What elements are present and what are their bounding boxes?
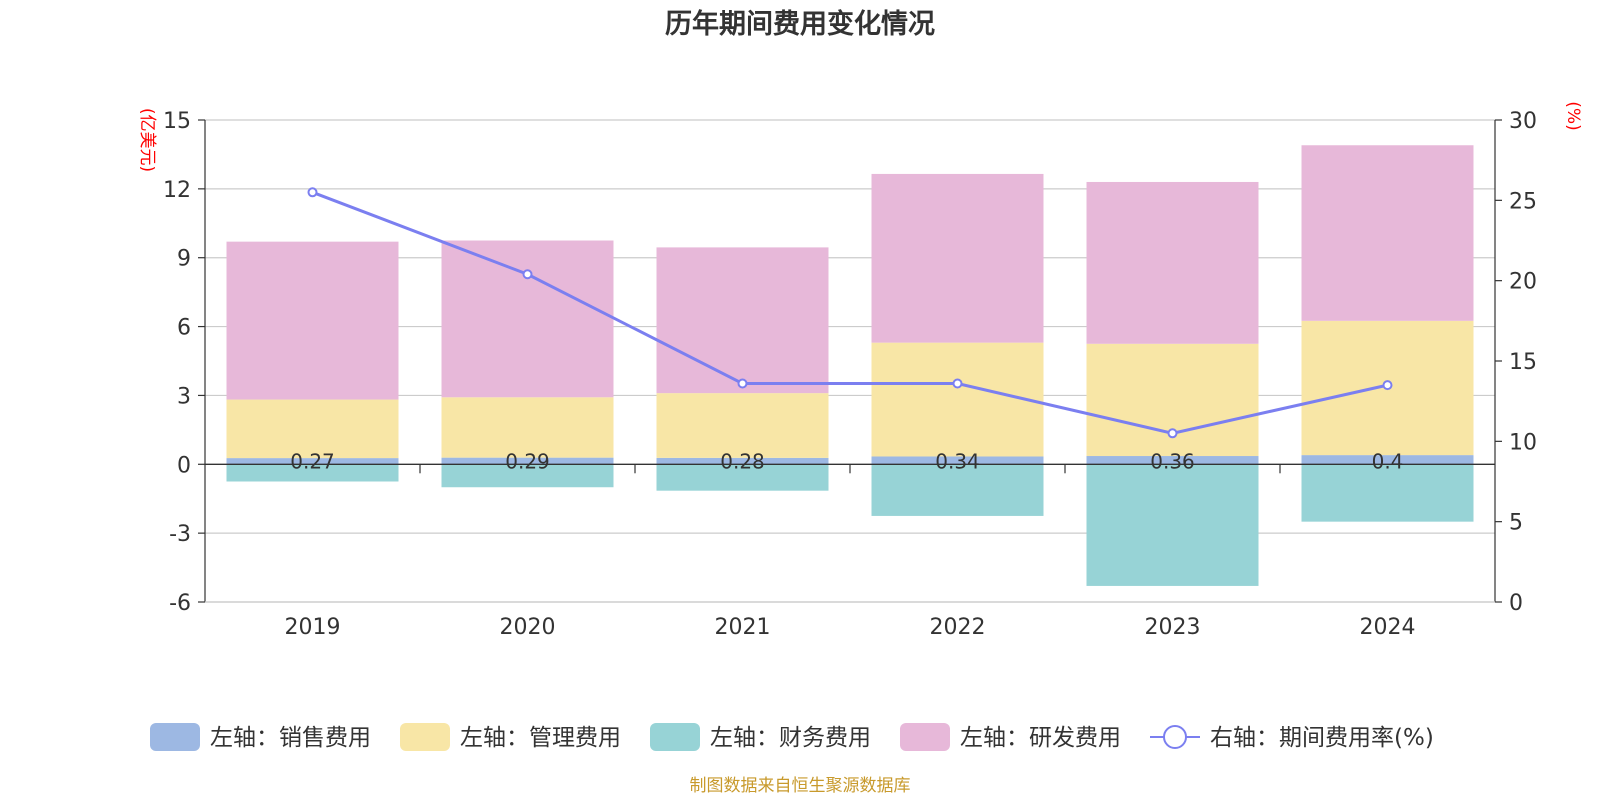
left-axis-tick-label: 3	[177, 384, 191, 409]
legend-label: 左轴：销售费用	[210, 725, 371, 751]
bar-segment	[441, 397, 614, 458]
bar-data-label: 0.28	[720, 449, 765, 473]
source-note: 制图数据来自恒生聚源数据库	[690, 776, 911, 796]
x-axis-tick-label: 2023	[1145, 615, 1201, 640]
legend-swatch	[650, 723, 700, 751]
bar-data-label: 0.27	[290, 449, 335, 473]
right-axis-tick-label: 5	[1509, 511, 1523, 536]
left-axis-tick-label: 9	[177, 247, 191, 272]
legend-label: 左轴：管理费用	[460, 725, 621, 751]
rate-point	[952, 378, 963, 389]
bar-segment	[441, 240, 614, 398]
legend-swatch	[400, 723, 450, 751]
rate-line	[311, 190, 1388, 435]
legend-label: 左轴：研发费用	[960, 725, 1121, 751]
bar-segment	[226, 464, 399, 482]
right-axis-tick-label: 25	[1509, 189, 1537, 214]
bar-segment	[226, 241, 399, 400]
rate-point	[737, 378, 748, 389]
bar-segment	[656, 247, 829, 394]
bar-segment	[656, 393, 829, 458]
bar-segment	[441, 464, 614, 488]
bar-segment	[1086, 464, 1259, 586]
right-axis-tick-label: 20	[1509, 270, 1537, 295]
left-axis-tick-label: 12	[163, 178, 191, 203]
bar-segment	[871, 464, 1044, 516]
bar-data-label: 0.36	[1150, 449, 1195, 473]
legend-label: 右轴：期间费用率(%)	[1210, 725, 1434, 751]
bar-segment	[871, 173, 1044, 343]
chart-title: 历年期间费用变化情况	[665, 8, 935, 40]
left-axis-unit: (亿美元)	[137, 108, 157, 172]
right-axis-tick-label: 0	[1509, 591, 1523, 616]
right-axis-unit: (%)	[1563, 101, 1583, 130]
bar-segment	[1301, 464, 1474, 522]
legend: 左轴：销售费用 左轴：管理费用 左轴：财务费用 左轴：研发费用 右轴：期间费用率(%)	[150, 723, 1434, 751]
bar-layer	[226, 145, 1474, 586]
left-axis-tick-label: -3	[169, 522, 191, 547]
label-layer: 0.27 0.29 0.28 0.34 0.36 0.4	[290, 449, 1403, 473]
right-axis-tick-label: 30	[1509, 109, 1537, 134]
bar-segment	[441, 457, 614, 465]
legend-swatch	[150, 723, 200, 751]
legend-label: 左轴：财务费用	[710, 725, 871, 751]
x-axis-tick-label: 2021	[715, 615, 771, 640]
x-axis-tick-label: 2022	[930, 615, 986, 640]
legend-swatch	[900, 723, 950, 751]
left-axis-tick-label: 15	[163, 109, 191, 134]
bar-segment	[871, 456, 1044, 465]
bar-segment	[871, 342, 1044, 457]
bar-segment	[1086, 181, 1259, 344]
rate-point	[1167, 428, 1178, 439]
rate-point	[1382, 380, 1393, 391]
bar-segment	[226, 458, 399, 465]
bar-segment	[1301, 145, 1474, 321]
line-layer	[307, 187, 1393, 439]
left-axis-tick-label: 0	[177, 453, 191, 478]
left-axis-tick-label: 6	[177, 316, 191, 341]
bar-segment	[656, 457, 829, 465]
legend-marker	[1163, 725, 1187, 749]
rate-point	[522, 269, 533, 280]
bar-data-label: 0.29	[505, 449, 550, 473]
left-axis-tick-label: -6	[169, 591, 191, 616]
bar-data-label: 0.34	[935, 449, 980, 473]
x-axis-tick-label: 2024	[1360, 615, 1416, 640]
x-axis-tick-label: 2020	[500, 615, 556, 640]
bar-segment	[226, 399, 399, 459]
bar-segment	[1086, 343, 1259, 457]
bar-data-label: 0.4	[1372, 449, 1404, 473]
bar-segment	[1301, 455, 1474, 465]
right-axis-tick-label: 10	[1509, 430, 1537, 455]
rate-point	[307, 187, 318, 198]
right-axis-tick-label: 15	[1509, 350, 1537, 375]
bar-segment	[656, 464, 829, 491]
bar-segment	[1086, 456, 1259, 465]
x-axis-tick-label: 2019	[285, 615, 341, 640]
